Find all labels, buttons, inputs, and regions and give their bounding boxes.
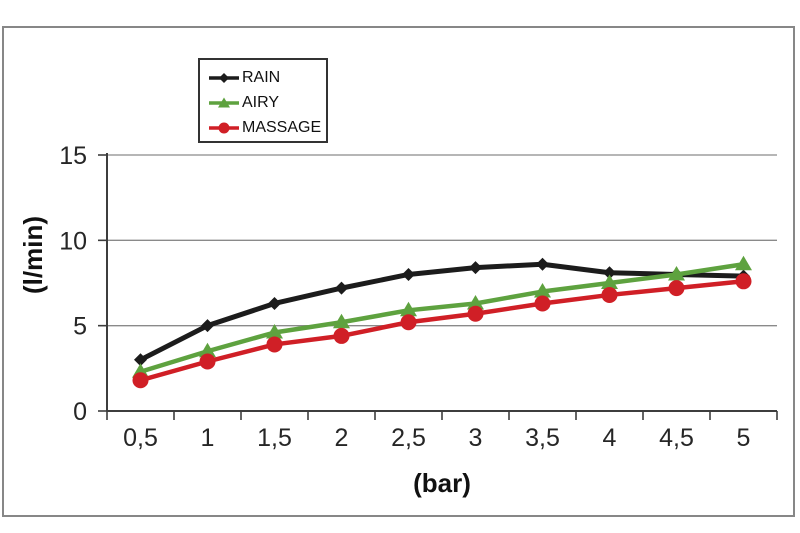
series-marker-airy — [735, 255, 752, 271]
series-line-massage — [138, 279, 746, 383]
series-marker-massage — [132, 372, 149, 389]
x-tick-label: 1 — [201, 424, 215, 452]
series-line-airy — [138, 261, 746, 374]
series-marker-rain — [402, 267, 415, 281]
series-line-rain — [138, 261, 746, 363]
x-axis-title: (bar) — [413, 468, 471, 498]
series-marker-massage — [333, 327, 350, 344]
legend-item-massage: MASSAGE — [208, 115, 326, 140]
y-tick-label: 5 — [73, 313, 87, 341]
series-marker-massage — [266, 336, 283, 353]
airy-triangle-icon — [209, 97, 239, 107]
series-marker-rain — [201, 319, 214, 333]
x-tick-label: 4,5 — [659, 424, 694, 452]
y-tick-label: 15 — [59, 142, 87, 170]
series-marker-airy — [467, 294, 484, 310]
series-marker-rain — [268, 296, 281, 310]
x-tick-label: 3,5 — [525, 424, 560, 452]
series-marker-massage — [199, 353, 216, 370]
series-marker-airy — [534, 283, 551, 298]
legend: RAIN AIRY MASSAGE — [198, 58, 328, 143]
series-marker-airy — [199, 342, 216, 358]
legend-label-airy: AIRY — [242, 93, 280, 111]
x-tick-label: 0,5 — [123, 424, 158, 452]
series-marker-massage — [601, 286, 618, 303]
x-tick-label: 1,5 — [257, 424, 292, 452]
legend-item-airy: AIRY — [208, 90, 326, 115]
series-marker-massage — [400, 314, 417, 331]
rain-diamond-icon — [209, 72, 239, 83]
series-marker-airy — [333, 313, 350, 329]
series-marker-rain — [536, 257, 549, 271]
series-marker-rain — [603, 266, 616, 280]
y-tick-label: 0 — [73, 398, 87, 426]
x-tick-label: 5 — [737, 424, 751, 452]
series-marker-massage — [668, 280, 685, 297]
legend-label-massage: MASSAGE — [242, 118, 322, 136]
x-tick-label: 2 — [335, 424, 349, 452]
x-tick-label: 4 — [603, 424, 617, 452]
legend-label-rain: RAIN — [242, 68, 281, 86]
series-marker-rain — [469, 261, 482, 275]
massage-circle-icon — [209, 122, 239, 133]
series-marker-rain — [335, 281, 348, 295]
series-marker-airy — [601, 274, 618, 289]
series-marker-airy — [668, 265, 685, 281]
x-tick-label: 2,5 — [391, 424, 426, 452]
series-marker-airy — [400, 301, 417, 317]
x-tick-label: 3 — [469, 424, 483, 452]
y-tick-label: 10 — [59, 227, 87, 255]
chart-frame-border — [2, 26, 795, 517]
series-marker-massage — [534, 295, 551, 312]
y-axis-title: (l/min) — [18, 216, 48, 294]
series-marker-massage — [735, 273, 752, 290]
series-marker-massage — [467, 305, 484, 322]
series-marker-rain — [134, 353, 147, 367]
legend-item-rain: RAIN — [208, 65, 326, 90]
series-marker-airy — [266, 323, 283, 339]
